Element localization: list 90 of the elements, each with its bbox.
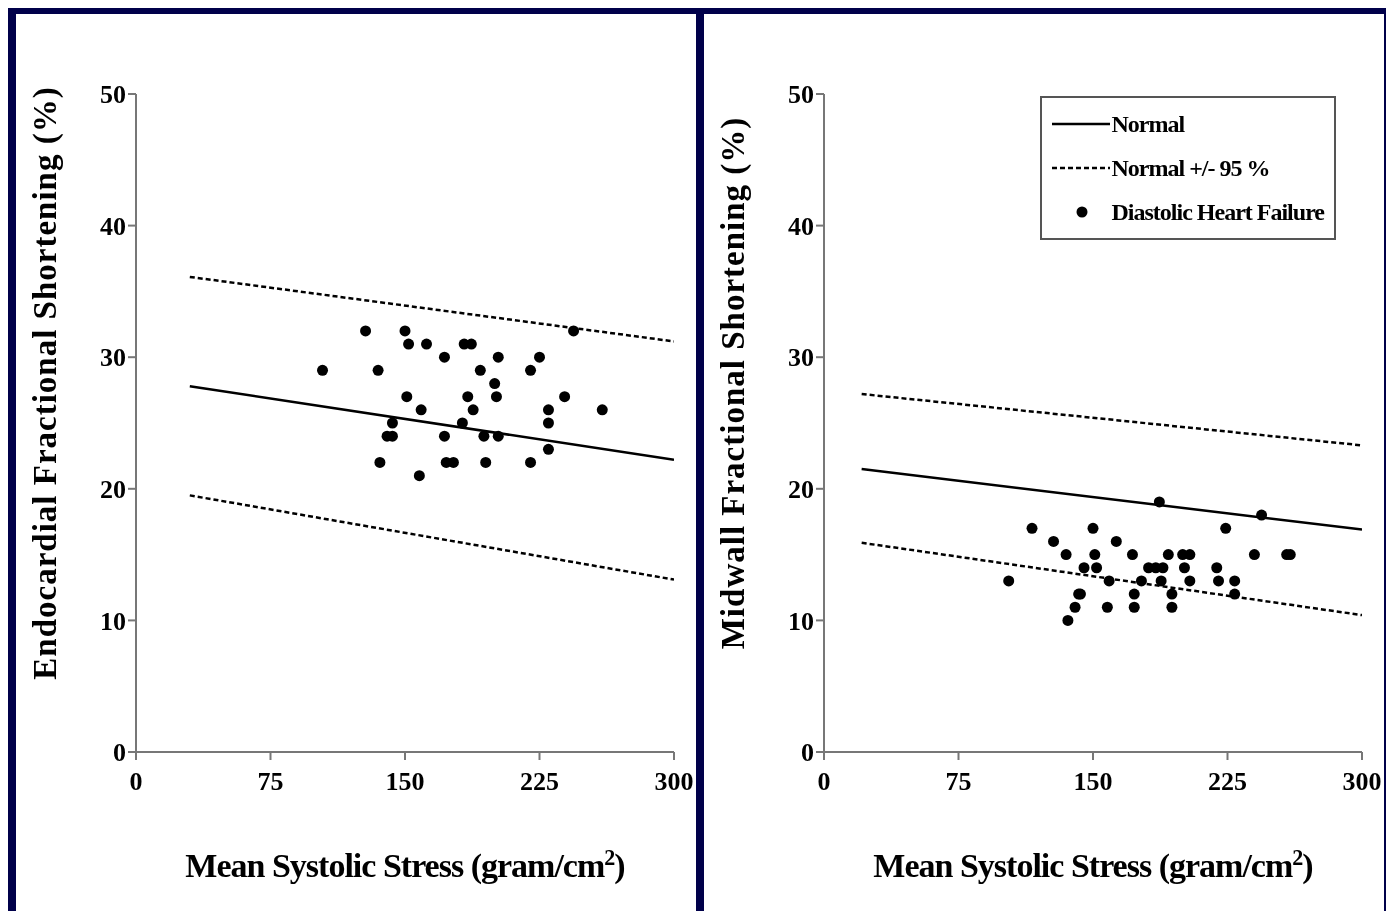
point — [1178, 562, 1190, 574]
legend-label: Diastolic Heart Failure — [1111, 198, 1324, 226]
point — [489, 378, 501, 390]
point — [1089, 549, 1101, 561]
point — [492, 430, 504, 442]
point — [1155, 575, 1167, 587]
point — [490, 391, 502, 403]
point — [1220, 522, 1232, 534]
point — [403, 338, 415, 350]
point — [438, 430, 450, 442]
point — [1128, 601, 1140, 613]
point — [1126, 549, 1138, 561]
x-tick-label: 75 — [257, 767, 284, 797]
point — [401, 391, 413, 403]
point — [1166, 588, 1178, 600]
y-tick-label: 30 — [788, 343, 814, 373]
x-tick-label: 225 — [1208, 767, 1247, 797]
point — [534, 351, 545, 363]
y-tick-label: 20 — [788, 475, 814, 505]
point — [317, 364, 329, 376]
point — [480, 456, 492, 468]
point — [438, 351, 450, 363]
point — [386, 417, 398, 429]
x-tick-label: 300 — [1342, 767, 1382, 797]
y-tick-label: 10 — [788, 606, 814, 636]
point — [413, 470, 425, 482]
y-tick-label: 20 — [100, 475, 126, 505]
x-tick-label: 75 — [945, 767, 972, 797]
point — [456, 417, 468, 429]
y-tick-label: 0 — [113, 738, 126, 768]
y-tick-label: 50 — [100, 80, 126, 110]
x-tick-label: 150 — [1073, 767, 1113, 797]
point — [1078, 562, 1090, 574]
point — [1060, 549, 1072, 561]
point — [1062, 614, 1074, 626]
point — [525, 364, 537, 376]
y-axis-title: Endocardial Fractional Shortening (%) — [27, 86, 64, 680]
legend-label: Normal — [1111, 110, 1185, 138]
point — [1256, 509, 1268, 521]
point — [1069, 601, 1081, 613]
point — [1153, 496, 1165, 508]
point — [1135, 575, 1147, 587]
point — [1162, 549, 1174, 561]
point — [360, 325, 372, 337]
y-tick-label: 30 — [100, 343, 126, 373]
point — [1229, 588, 1241, 600]
point — [399, 325, 411, 337]
point — [1229, 575, 1241, 587]
point — [1103, 575, 1115, 587]
point — [1166, 601, 1178, 613]
point — [568, 325, 580, 337]
point — [1128, 588, 1140, 600]
point — [542, 417, 554, 429]
x-axis-title: Mean Systolic Stress (gram/cm$^{2}$) — [873, 844, 1313, 885]
point — [525, 456, 537, 468]
point — [474, 364, 486, 376]
y-tick-label: 10 — [100, 606, 126, 636]
point — [1003, 575, 1015, 587]
point — [1110, 535, 1122, 547]
point — [1184, 575, 1196, 587]
y-tick-label: 50 — [788, 80, 814, 110]
y-tick-label: 40 — [788, 211, 814, 241]
point — [415, 404, 427, 416]
point — [492, 351, 504, 363]
point — [542, 443, 554, 455]
point — [421, 338, 433, 350]
point — [559, 391, 571, 403]
point — [1026, 522, 1038, 534]
point — [1101, 601, 1113, 613]
point — [1248, 549, 1260, 561]
point — [374, 456, 386, 468]
y-tick-label: 0 — [801, 738, 814, 768]
point — [1091, 562, 1103, 574]
point — [1211, 562, 1223, 574]
x-tick-label: 150 — [385, 767, 425, 797]
point — [1087, 522, 1099, 534]
point — [1213, 575, 1225, 587]
y-tick-label: 40 — [100, 211, 126, 241]
point — [596, 404, 608, 416]
x-tick-label: 225 — [520, 767, 559, 797]
legend-label: Normal +/- 95 % — [1111, 154, 1270, 182]
point — [372, 364, 384, 376]
point — [462, 391, 474, 403]
point — [467, 404, 479, 416]
point — [478, 430, 490, 442]
point — [542, 404, 554, 416]
x-tick-label: 300 — [654, 767, 694, 797]
y-axis-title: Midwall Fractional Shortening (%) — [715, 116, 752, 650]
point — [1048, 535, 1060, 547]
x-axis-title: Mean Systolic Stress (gram/cm$^{2}$) — [185, 844, 625, 885]
